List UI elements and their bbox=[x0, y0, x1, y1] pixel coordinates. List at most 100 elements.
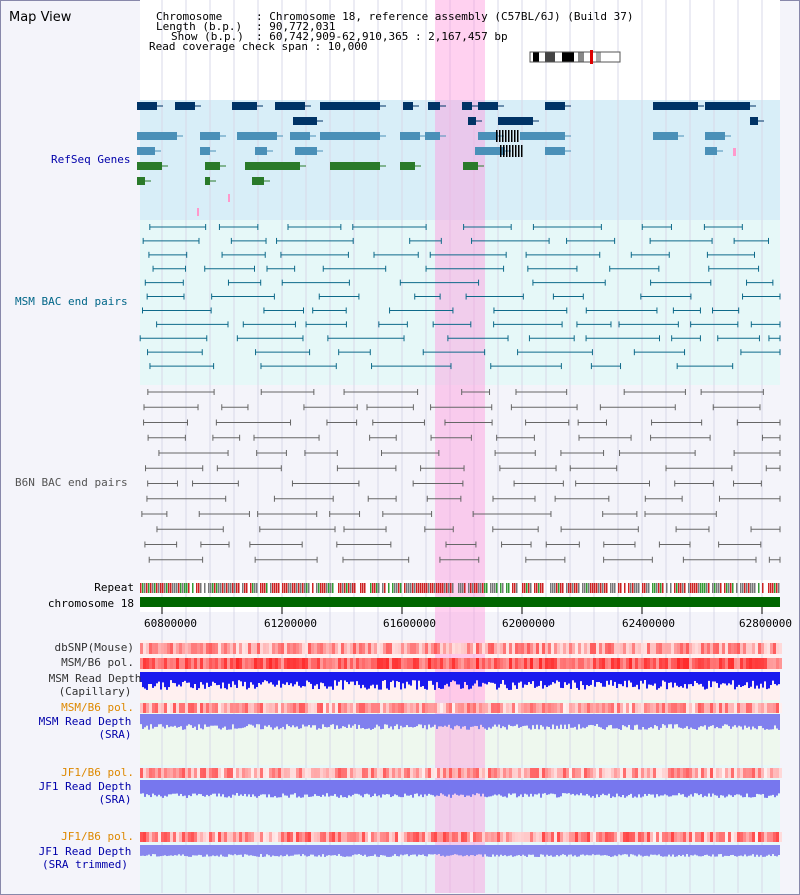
msm-depth-capillary bbox=[578, 672, 580, 690]
jf1-depth-sra bbox=[652, 780, 654, 795]
msm-pol-sra-heat bbox=[251, 703, 254, 713]
msm-pol-sra-heat bbox=[683, 703, 686, 713]
msm-pol-heat bbox=[503, 658, 506, 669]
jf1-pol-heat bbox=[734, 768, 737, 778]
dbsnp-heat bbox=[527, 643, 530, 654]
jf1-depth-trimmed bbox=[300, 845, 302, 857]
msm-depth-sra bbox=[658, 714, 660, 730]
dbsnp-heat bbox=[593, 643, 596, 654]
jf1-depth-trimmed bbox=[162, 845, 164, 856]
msm-depth-sra bbox=[660, 714, 662, 728]
msm-depth-sra bbox=[406, 714, 408, 726]
repeat-element bbox=[594, 583, 596, 593]
jf1-depth-trimmed bbox=[668, 845, 670, 855]
jf1-depth-sra bbox=[566, 780, 568, 794]
jf1-pol-heat bbox=[359, 768, 362, 778]
msm-depth-capillary bbox=[232, 672, 234, 682]
msm-depth-sra bbox=[156, 714, 158, 727]
jf1-depth-trimmed bbox=[658, 845, 660, 855]
jf1-depth-trimmed bbox=[706, 845, 708, 855]
msm-depth-capillary bbox=[700, 672, 702, 684]
jf1-depth-sra bbox=[664, 780, 666, 795]
msm-depth-capillary bbox=[206, 672, 208, 683]
msm-depth-capillary bbox=[344, 672, 346, 681]
jf1-depth-trimmed bbox=[576, 845, 578, 857]
msm-depth-sra bbox=[348, 714, 350, 725]
repeat-element bbox=[528, 583, 530, 593]
jf1-depth-sra bbox=[630, 780, 632, 794]
msm-pol-sra-heat bbox=[191, 703, 194, 713]
refseq-marker bbox=[733, 148, 736, 156]
msm-pol-sra-heat bbox=[362, 703, 365, 713]
jf1-depth-trimmed bbox=[330, 845, 332, 856]
jf1-depth-sra bbox=[506, 780, 508, 798]
msm-pol-sra-heat bbox=[743, 703, 746, 713]
msm-pol-heat bbox=[392, 658, 395, 669]
msm-depth-sra bbox=[414, 714, 416, 728]
repeat-element bbox=[158, 583, 160, 593]
msm-pol-heat bbox=[179, 658, 182, 669]
jf1-pol-heat bbox=[590, 768, 593, 778]
msm-pol-heat bbox=[656, 658, 659, 669]
msm-depth-capillary bbox=[692, 672, 694, 687]
msm-pol-heat bbox=[539, 658, 542, 669]
repeat-element bbox=[526, 583, 528, 593]
msm-pol-heat bbox=[143, 658, 146, 669]
jf1-pol-2-heat bbox=[380, 832, 383, 842]
jf1-pol-heat bbox=[362, 768, 365, 778]
refseq-genes-label[interactable]: RefSeq Genes bbox=[51, 153, 131, 166]
msm-depth-sra bbox=[722, 714, 724, 726]
msm-pol-heat bbox=[296, 658, 299, 669]
dbsnp-heat bbox=[491, 643, 494, 654]
msm-pol-heat bbox=[506, 658, 509, 669]
jf1-depth-sra bbox=[418, 780, 420, 797]
jf1-pol-heat bbox=[644, 768, 647, 778]
dbsnp-heat bbox=[497, 643, 500, 654]
jf1-depth-sra bbox=[244, 780, 246, 794]
dbsnp-heat bbox=[716, 643, 719, 654]
jf1-pol-2-heat bbox=[221, 832, 224, 842]
msm-depth-sra bbox=[432, 714, 434, 727]
msm-pol-sra-heat bbox=[341, 703, 344, 713]
jf1-depth-trimmed bbox=[500, 845, 502, 855]
exon-mark bbox=[511, 130, 513, 142]
jf1-depth-sra bbox=[716, 780, 718, 796]
msm-depth-capillary bbox=[750, 672, 752, 687]
msm-depth-capillary bbox=[168, 672, 170, 688]
msm-depth-capillary bbox=[742, 672, 744, 687]
msm-depth-capillary bbox=[746, 672, 748, 683]
dbsnp-heat bbox=[668, 643, 671, 654]
repeat-element bbox=[670, 583, 672, 593]
msm-depth-capillary-label: MSM Read Depth bbox=[48, 672, 142, 685]
jf1-pol-heat bbox=[566, 768, 569, 778]
jf1-depth-trimmed bbox=[464, 845, 466, 856]
msm-depth-capillary bbox=[660, 672, 662, 687]
msm-depth-capillary bbox=[316, 672, 318, 685]
msm-bac-label[interactable]: MSM BAC end pairs bbox=[15, 295, 128, 308]
refseq-track-bg bbox=[140, 100, 780, 220]
jf1-depth-sra bbox=[640, 780, 642, 798]
jf1-pol-2-heat bbox=[731, 832, 734, 842]
msm-depth-capillary bbox=[376, 672, 378, 685]
msm-depth-capillary bbox=[274, 672, 276, 687]
jf1-depth-sra bbox=[532, 780, 534, 797]
msm-depth-capillary bbox=[620, 672, 622, 685]
msm-pol-sra-heat bbox=[680, 703, 683, 713]
msm-depth-capillary bbox=[384, 672, 386, 681]
jf1-depth-trimmed bbox=[578, 845, 580, 857]
b6n-bac-label[interactable]: B6N BAC end pairs bbox=[15, 476, 128, 489]
jf1-pol-2-heat bbox=[554, 832, 557, 842]
repeat-element bbox=[646, 583, 648, 593]
jf1-depth-sra bbox=[560, 780, 562, 797]
msm-pol-heat bbox=[617, 658, 620, 669]
msm-pol-sra-heat bbox=[557, 703, 560, 713]
msm-pol-sra-heat bbox=[446, 703, 449, 713]
jf1-pol-heat bbox=[323, 768, 326, 778]
msm-pol-sra-heat bbox=[293, 703, 296, 713]
jf1-pol-2-heat bbox=[512, 832, 515, 842]
repeat-element bbox=[282, 583, 284, 593]
jf1-depth-trimmed bbox=[434, 845, 436, 855]
jf1-pol-2-heat bbox=[575, 832, 578, 842]
msm-depth-capillary bbox=[404, 672, 406, 689]
